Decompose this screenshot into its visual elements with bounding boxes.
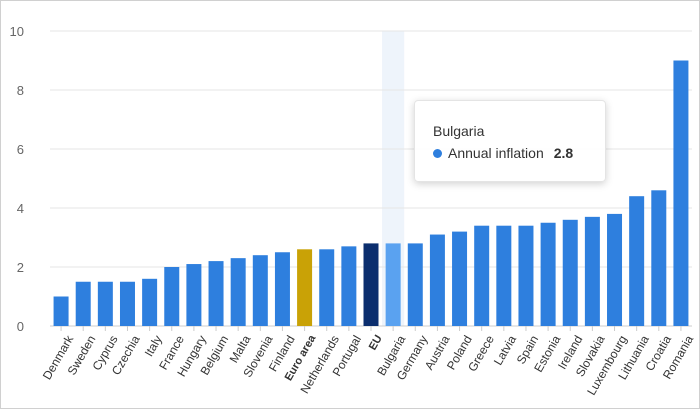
series-dot-icon xyxy=(433,148,442,158)
bar[interactable] xyxy=(142,278,158,326)
tooltip: Bulgaria Annual inflation 2.8 xyxy=(414,100,606,182)
bar[interactable] xyxy=(252,255,268,326)
x-tick-label: Latvia xyxy=(491,333,519,368)
bar[interactable] xyxy=(297,249,313,326)
bar[interactable] xyxy=(363,243,379,326)
bar[interactable] xyxy=(385,243,401,326)
y-tick-label: 0 xyxy=(17,319,24,334)
bar[interactable] xyxy=(651,190,667,326)
y-tick-label: 8 xyxy=(17,83,24,98)
bar[interactable] xyxy=(230,258,246,326)
bar[interactable] xyxy=(274,252,290,326)
tooltip-series-name: Annual inflation xyxy=(448,145,544,161)
tooltip-title: Bulgaria xyxy=(433,123,485,139)
bar[interactable] xyxy=(407,243,423,326)
bar[interactable] xyxy=(341,246,357,326)
bar[interactable] xyxy=(496,225,512,326)
bar[interactable] xyxy=(53,296,69,327)
bar[interactable] xyxy=(673,60,689,327)
y-tick-label: 4 xyxy=(17,201,24,216)
bar[interactable] xyxy=(208,261,224,326)
bar[interactable] xyxy=(97,281,113,326)
bar[interactable] xyxy=(540,222,556,326)
bar[interactable] xyxy=(319,249,335,326)
y-tick-label: 10 xyxy=(10,24,24,39)
bar[interactable] xyxy=(452,231,468,326)
bar[interactable] xyxy=(75,281,91,326)
bar[interactable] xyxy=(562,219,578,326)
tooltip-value: 2.8 xyxy=(553,145,574,161)
y-tick-label: 6 xyxy=(17,142,24,157)
bar[interactable] xyxy=(186,264,202,326)
bar[interactable] xyxy=(629,196,645,326)
bar[interactable] xyxy=(119,281,135,326)
bar[interactable] xyxy=(164,267,180,326)
tooltip-row: Annual inflation 2.8 xyxy=(433,145,573,161)
bar[interactable] xyxy=(584,216,600,326)
x-tick-label: EU xyxy=(367,333,385,352)
bar[interactable] xyxy=(607,213,623,326)
bar[interactable] xyxy=(518,225,534,326)
bar[interactable] xyxy=(474,225,490,326)
y-tick-label: 2 xyxy=(17,260,24,275)
bar[interactable] xyxy=(429,234,445,326)
